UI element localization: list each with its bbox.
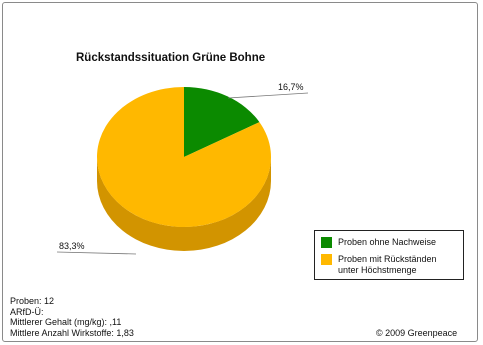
stats-block: Proben: 12 ARfD-Ü: Mittlerer Gehalt (mg/… (10, 296, 134, 338)
legend-swatch-yellow (321, 254, 332, 265)
legend: Proben ohne Nachweise Proben mit Rückstä… (314, 230, 464, 280)
stat-wirkstoffe: Mittlere Anzahl Wirkstoffe: 1,83 (10, 327, 134, 338)
chart-title: Rückstandssituation Grüne Bohne (76, 52, 266, 64)
pie-side-1 (97, 157, 271, 251)
copyright: © 2009 Greenpeace (376, 328, 458, 338)
stat-arfd: ARfD-Ü: (10, 306, 44, 317)
data-label-with-residues: 83,3% (59, 241, 85, 251)
stat-gehalt: Mittlerer Gehalt (mg/kg): ,11 (10, 317, 122, 327)
label-leader-line (227, 92, 309, 99)
legend-item-no-residues: Proben ohne Nachweise (321, 237, 436, 248)
legend-item-with-residues: Proben mit Rückständen unter Höchstmenge (321, 254, 437, 275)
stat-proben: Proben: 12 (10, 296, 55, 306)
pie-top-group (97, 87, 271, 228)
pie-slice-1 (97, 87, 271, 228)
label-leader-line (56, 251, 137, 255)
data-label-no-residues: 16,7% (278, 82, 304, 92)
pie-slice-0 (184, 87, 260, 157)
pie-labels-group: 16,7% 83,3% (56, 82, 309, 255)
legend-swatch-green (321, 237, 332, 248)
legend-label: Proben mit Rückständen unter Höchstmenge (338, 254, 437, 275)
legend-label: Proben ohne Nachweise (338, 237, 437, 247)
pie-side-group (97, 157, 271, 251)
